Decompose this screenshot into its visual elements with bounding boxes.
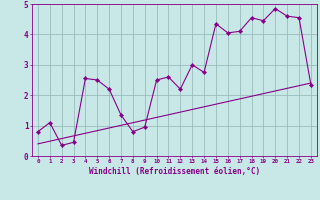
X-axis label: Windchill (Refroidissement éolien,°C): Windchill (Refroidissement éolien,°C) bbox=[89, 167, 260, 176]
